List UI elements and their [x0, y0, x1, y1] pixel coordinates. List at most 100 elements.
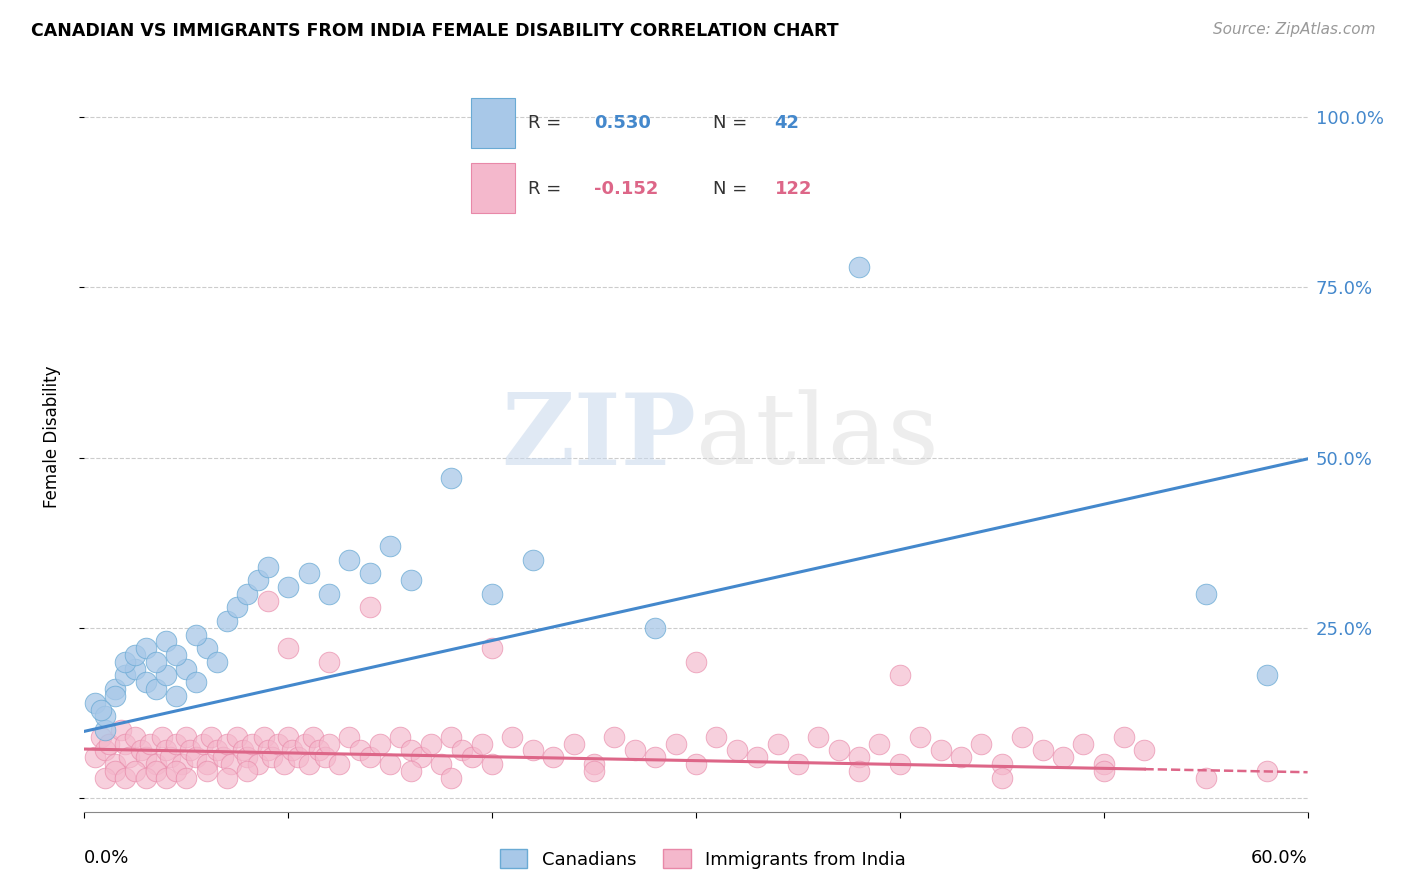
Point — [389, 730, 412, 744]
Point — [583, 757, 606, 772]
Point — [685, 757, 707, 772]
Point — [138, 737, 160, 751]
Point — [399, 573, 422, 587]
Point — [195, 641, 218, 656]
Point — [807, 730, 830, 744]
Point — [848, 764, 870, 778]
Point — [787, 757, 810, 772]
Point — [174, 662, 197, 676]
Point — [145, 757, 167, 772]
Point — [155, 634, 177, 648]
Text: ZIP: ZIP — [501, 389, 696, 485]
Point — [246, 573, 269, 587]
Point — [644, 621, 666, 635]
Point — [236, 764, 259, 778]
Point — [522, 743, 544, 757]
Point — [114, 771, 136, 785]
Point — [273, 757, 295, 772]
Point — [359, 600, 381, 615]
Point — [104, 757, 127, 772]
Point — [246, 757, 269, 772]
Point — [349, 743, 371, 757]
Point — [145, 655, 167, 669]
Point — [481, 757, 503, 772]
Point — [1052, 750, 1074, 764]
Point — [869, 737, 891, 751]
Point — [440, 471, 463, 485]
Point — [450, 743, 472, 757]
Point — [145, 682, 167, 697]
Point — [910, 730, 932, 744]
Point — [219, 757, 242, 772]
Point — [200, 730, 222, 744]
Point — [522, 552, 544, 566]
Point — [93, 743, 115, 757]
Point — [135, 675, 157, 690]
Point — [440, 730, 463, 744]
Legend: Canadians, Immigrants from India: Canadians, Immigrants from India — [494, 842, 912, 876]
Point — [226, 600, 249, 615]
Point — [359, 566, 381, 581]
Point — [301, 730, 323, 744]
Point — [253, 730, 276, 744]
Point — [929, 743, 952, 757]
Point — [155, 771, 177, 785]
Point — [287, 750, 309, 764]
Point — [624, 743, 647, 757]
Point — [420, 737, 443, 751]
Text: Source: ZipAtlas.com: Source: ZipAtlas.com — [1212, 22, 1375, 37]
Point — [848, 750, 870, 764]
Point — [298, 757, 321, 772]
Point — [481, 641, 503, 656]
Point — [236, 587, 259, 601]
Text: 60.0%: 60.0% — [1251, 849, 1308, 867]
Point — [603, 730, 626, 744]
Point — [277, 641, 299, 656]
Point — [165, 737, 187, 751]
Point — [124, 764, 146, 778]
Point — [970, 737, 993, 751]
Point — [83, 696, 105, 710]
Point — [104, 682, 127, 697]
Point — [205, 743, 228, 757]
Point — [562, 737, 585, 751]
Point — [1032, 743, 1054, 757]
Point — [277, 580, 299, 594]
Point — [179, 743, 201, 757]
Point — [114, 655, 136, 669]
Point — [90, 730, 112, 744]
Y-axis label: Female Disability: Female Disability — [42, 366, 60, 508]
Point — [195, 764, 218, 778]
Point — [766, 737, 789, 751]
Point — [430, 757, 453, 772]
Text: atlas: atlas — [696, 389, 939, 485]
Point — [328, 757, 350, 772]
Point — [1011, 730, 1033, 744]
Point — [1256, 668, 1278, 682]
Point — [186, 675, 208, 690]
Point — [706, 730, 728, 744]
Point — [339, 552, 361, 566]
Point — [145, 764, 167, 778]
Point — [298, 566, 321, 581]
Point — [889, 757, 911, 772]
Point — [461, 750, 484, 764]
Point — [191, 737, 214, 751]
Point — [114, 737, 136, 751]
Point — [155, 668, 177, 682]
Point — [281, 743, 304, 757]
Point — [217, 771, 239, 785]
Point — [828, 743, 851, 757]
Point — [725, 743, 748, 757]
Point — [502, 730, 524, 744]
Point — [90, 702, 112, 716]
Point — [409, 750, 432, 764]
Point — [1092, 757, 1115, 772]
Point — [257, 593, 280, 607]
Point — [165, 764, 187, 778]
Point — [93, 709, 115, 723]
Text: CANADIAN VS IMMIGRANTS FROM INDIA FEMALE DISABILITY CORRELATION CHART: CANADIAN VS IMMIGRANTS FROM INDIA FEMALE… — [31, 22, 838, 40]
Point — [93, 723, 115, 737]
Point — [368, 737, 391, 751]
Point — [83, 750, 105, 764]
